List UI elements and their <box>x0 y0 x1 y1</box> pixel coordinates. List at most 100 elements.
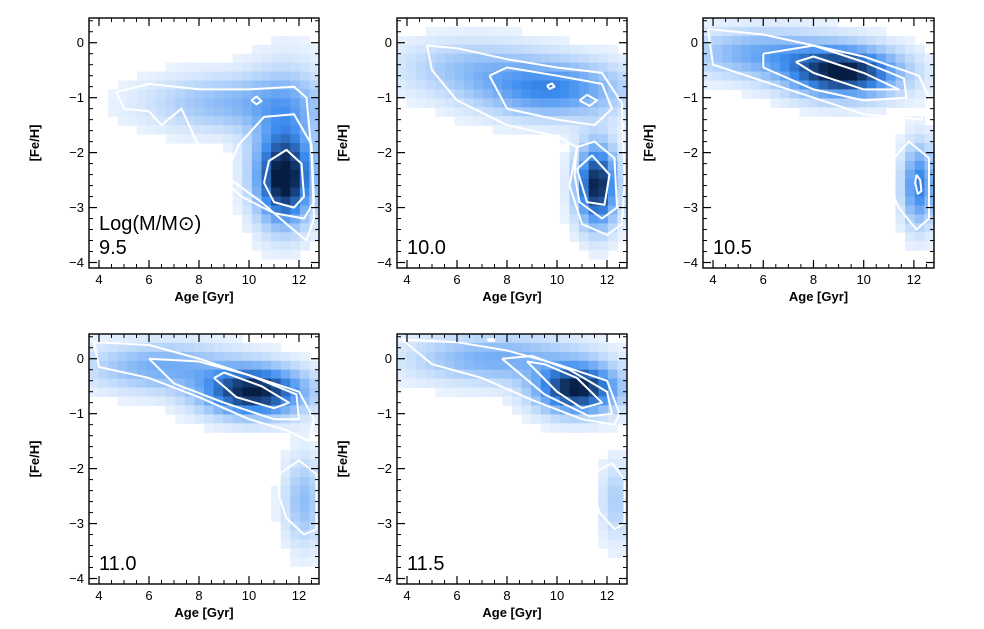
density-cell <box>127 98 138 108</box>
density-cell <box>492 369 503 380</box>
density-cell <box>483 351 494 362</box>
density-cells <box>89 334 320 567</box>
density-cell <box>559 80 571 90</box>
density-cell <box>309 512 320 523</box>
density-cell <box>502 378 513 389</box>
x-tick-label: 10 <box>550 588 564 603</box>
density-cell <box>866 44 877 55</box>
density-cell <box>261 241 272 251</box>
density-cells <box>397 26 628 260</box>
density-cell <box>251 214 263 224</box>
y-tick-label: −1 <box>683 90 698 105</box>
density-cell <box>464 71 475 82</box>
plot-frame <box>88 17 320 269</box>
density-cell <box>607 485 618 496</box>
density-cell <box>223 414 234 424</box>
density-cell <box>454 378 465 389</box>
density-cell <box>607 125 618 135</box>
density-cell <box>242 134 253 144</box>
density-cell <box>213 405 224 415</box>
density-cell <box>540 342 551 353</box>
density-cell <box>521 405 532 415</box>
density-cell <box>521 342 532 353</box>
density-cell <box>213 134 224 144</box>
density-cell <box>454 107 465 117</box>
density-cell <box>569 89 580 99</box>
density-cell <box>473 44 484 55</box>
density-cell <box>569 178 580 189</box>
contour-line <box>762 44 908 102</box>
density-cell <box>607 414 618 424</box>
density-cell <box>299 178 310 189</box>
density-cell <box>540 89 551 99</box>
density-cell <box>271 342 282 353</box>
density-cell <box>299 214 310 224</box>
density-cell <box>242 196 253 207</box>
density-cell <box>598 62 609 73</box>
density-cell <box>261 107 272 117</box>
density-cell <box>98 369 109 380</box>
density-cell <box>127 107 138 117</box>
density-cell <box>242 89 253 99</box>
density-cell <box>251 378 263 389</box>
density-cell <box>703 71 714 82</box>
density-cell <box>876 71 887 82</box>
density-cell <box>799 107 810 117</box>
density-cell <box>213 351 224 362</box>
density-cell <box>309 169 320 180</box>
density-cell <box>521 378 532 389</box>
density-cell <box>280 205 291 215</box>
density-cell <box>299 512 310 523</box>
density-cell <box>521 334 532 344</box>
density-cell <box>175 405 186 415</box>
density-cell <box>232 351 243 362</box>
density-cell <box>789 80 800 90</box>
density-cell <box>905 44 916 55</box>
density-cell <box>818 18 829 28</box>
density-cell <box>808 89 820 99</box>
density-cell <box>242 360 253 371</box>
density-cell <box>531 387 542 398</box>
y-axis-title: [Fe/H] <box>27 441 42 478</box>
density-cell <box>808 98 820 108</box>
density-cell <box>751 80 762 90</box>
density-cell <box>905 71 916 82</box>
density-cell <box>127 334 138 344</box>
density-cell <box>512 44 523 55</box>
density-cell <box>280 530 291 540</box>
density-cell <box>818 89 829 99</box>
density-cell <box>473 387 484 398</box>
density-cell <box>232 387 243 398</box>
density-cell <box>242 125 253 135</box>
density-cell <box>598 196 609 207</box>
density-cell <box>502 125 513 135</box>
density-cell <box>598 44 609 55</box>
density-cell <box>559 214 571 224</box>
density-cell <box>117 342 128 353</box>
density-cell <box>184 80 195 90</box>
density-cell <box>866 80 877 90</box>
density-cell <box>559 205 571 215</box>
density-cell <box>712 53 723 64</box>
density-cell <box>213 98 224 108</box>
density-cell <box>521 89 532 99</box>
density-cell <box>232 342 243 353</box>
density-cell <box>464 342 475 353</box>
density-cell <box>521 44 532 55</box>
density-cell <box>425 44 436 55</box>
density-cell <box>444 62 456 73</box>
density-cell <box>818 53 829 64</box>
density-cell <box>280 360 291 371</box>
density-cell <box>808 107 820 117</box>
density-cell <box>569 414 580 424</box>
density-cell <box>232 369 243 380</box>
density-cell <box>280 196 291 207</box>
density-cell <box>857 80 868 90</box>
density-cell <box>876 53 887 64</box>
density-cell <box>184 369 195 380</box>
density-cell <box>559 351 571 362</box>
density-cell <box>588 405 599 415</box>
density-cell <box>416 360 427 371</box>
density-cell <box>512 116 523 126</box>
density-cell <box>914 89 925 99</box>
